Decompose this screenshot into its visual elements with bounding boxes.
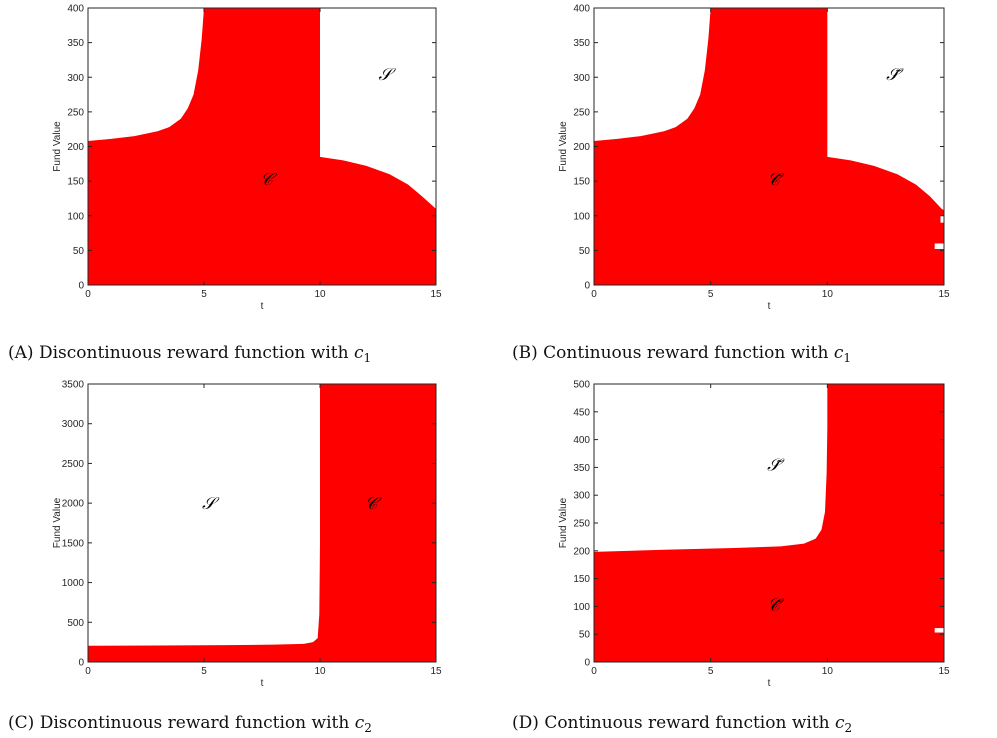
continuation-region xyxy=(88,8,436,285)
y-tick-label: 450 xyxy=(573,407,590,418)
chart-panel-c: 0 5 10 15 0 500 1000 1500 2000 2500 3000 3500 t Fund … xyxy=(8,380,442,736)
y-tick-label: 350 xyxy=(573,38,590,49)
x-axis-label: t xyxy=(261,301,264,312)
x-tick-label: 5 xyxy=(708,289,714,300)
continuation-region xyxy=(88,384,436,662)
x-tick-label: 0 xyxy=(85,666,91,677)
y-tick-label: 3000 xyxy=(62,419,85,430)
y-tick-label: 100 xyxy=(573,211,590,222)
x-axis-label: t xyxy=(261,678,264,689)
y-tick-label: 0 xyxy=(78,658,84,669)
stopping-notch xyxy=(934,243,944,249)
caption-subscript: 1 xyxy=(363,351,371,365)
y-axis-label: Fund Value xyxy=(52,497,63,548)
x-tick-label: 10 xyxy=(822,289,834,300)
continuation-region xyxy=(594,8,944,285)
y-tick-label: 200 xyxy=(573,546,590,557)
y-tick-label: 300 xyxy=(573,73,590,84)
caption-label: (B) xyxy=(512,343,543,363)
x-tick-label: 5 xyxy=(201,666,207,677)
y-tick-label: 400 xyxy=(573,4,590,15)
y-tick-label: 0 xyxy=(584,281,590,292)
y-tick-label: 1500 xyxy=(62,538,85,549)
y-tick-label: 0 xyxy=(78,281,84,292)
region-label: 𝒮̃ xyxy=(886,65,904,85)
y-tick-label: 200 xyxy=(573,142,590,153)
y-tick-label: 2500 xyxy=(62,459,85,470)
caption-subscript: 2 xyxy=(364,721,372,735)
x-tick-label: 0 xyxy=(85,289,91,300)
caption-label: (C) xyxy=(8,713,40,733)
caption-text: Discontinuous reward function with xyxy=(40,713,355,733)
y-axis-label: Fund Value xyxy=(52,121,63,172)
y-tick-label: 50 xyxy=(579,246,591,257)
x-tick-label: 15 xyxy=(938,666,950,677)
caption-text: Continuous reward function with xyxy=(543,343,834,363)
caption-subscript: 1 xyxy=(843,351,851,365)
y-tick-label: 150 xyxy=(573,177,590,188)
x-tick-label: 0 xyxy=(591,289,597,300)
stopping-notch xyxy=(940,215,944,223)
y-tick-label: 350 xyxy=(67,38,84,49)
y-tick-label: 50 xyxy=(579,630,591,641)
y-tick-label: 500 xyxy=(67,618,84,629)
y-tick-label: 300 xyxy=(573,491,590,502)
y-tick-label: 400 xyxy=(573,435,590,446)
x-tick-label: 5 xyxy=(201,289,207,300)
y-axis-label: Fund Value xyxy=(558,497,569,548)
y-tick-label: 0 xyxy=(584,658,590,669)
y-axis-label: Fund Value xyxy=(558,121,569,172)
panel-caption: (C) Discontinuous reward function with c… xyxy=(8,713,372,735)
x-tick-label: 10 xyxy=(822,666,834,677)
caption-text: Discontinuous reward function with xyxy=(39,343,354,363)
y-tick-label: 300 xyxy=(67,73,84,84)
y-tick-label: 400 xyxy=(67,4,84,15)
region-label: 𝒮̃ xyxy=(767,456,785,476)
chart-panel-d: 0 5 10 15050100150200250300350400450500tFun… xyxy=(512,380,950,736)
panel-caption: (A) Discontinuous reward function with c… xyxy=(8,343,371,365)
caption-variable: c xyxy=(355,713,365,733)
region-label: 𝒮 xyxy=(202,494,220,514)
y-tick-label: 150 xyxy=(67,177,84,188)
caption-variable: c xyxy=(834,343,844,363)
panel-caption: (B) Continuous reward function with c1 xyxy=(512,343,851,365)
y-tick-label: 50 xyxy=(73,246,85,257)
caption-label: (A) xyxy=(8,343,39,363)
y-tick-label: 250 xyxy=(573,519,590,530)
y-tick-label: 100 xyxy=(573,602,590,613)
x-tick-label: 15 xyxy=(938,289,950,300)
continuation-region xyxy=(594,384,944,662)
axes-frame xyxy=(87,383,437,663)
y-tick-label: 250 xyxy=(67,107,84,118)
y-tick-label: 2000 xyxy=(62,499,85,510)
x-axis-label: t xyxy=(768,678,771,689)
x-tick-label: 10 xyxy=(314,289,326,300)
y-tick-label: 250 xyxy=(573,107,590,118)
y-tick-label: 200 xyxy=(67,142,84,153)
caption-variable: c xyxy=(835,713,845,733)
x-axis-label: t xyxy=(768,301,771,312)
x-tick-label: 10 xyxy=(314,666,326,677)
stopping-notch xyxy=(934,628,944,633)
panel-caption: (D) Continuous reward function with c2 xyxy=(512,713,852,735)
y-tick-label: 1000 xyxy=(62,578,85,589)
caption-label: (D) xyxy=(512,713,544,733)
y-tick-label: 500 xyxy=(573,380,590,391)
caption-subscript: 2 xyxy=(845,721,853,735)
y-tick-label: 3500 xyxy=(62,380,85,391)
x-tick-label: 0 xyxy=(591,666,597,677)
x-tick-label: 5 xyxy=(708,666,714,677)
y-tick-label: 100 xyxy=(67,211,84,222)
y-tick-label: 150 xyxy=(573,574,590,585)
caption-variable: c xyxy=(354,343,364,363)
x-tick-label: 15 xyxy=(430,289,442,300)
caption-text: Continuous reward function with xyxy=(544,713,835,733)
y-tick-label: 350 xyxy=(573,463,590,474)
region-label: 𝒮 xyxy=(378,65,396,85)
x-tick-label: 15 xyxy=(430,666,442,677)
